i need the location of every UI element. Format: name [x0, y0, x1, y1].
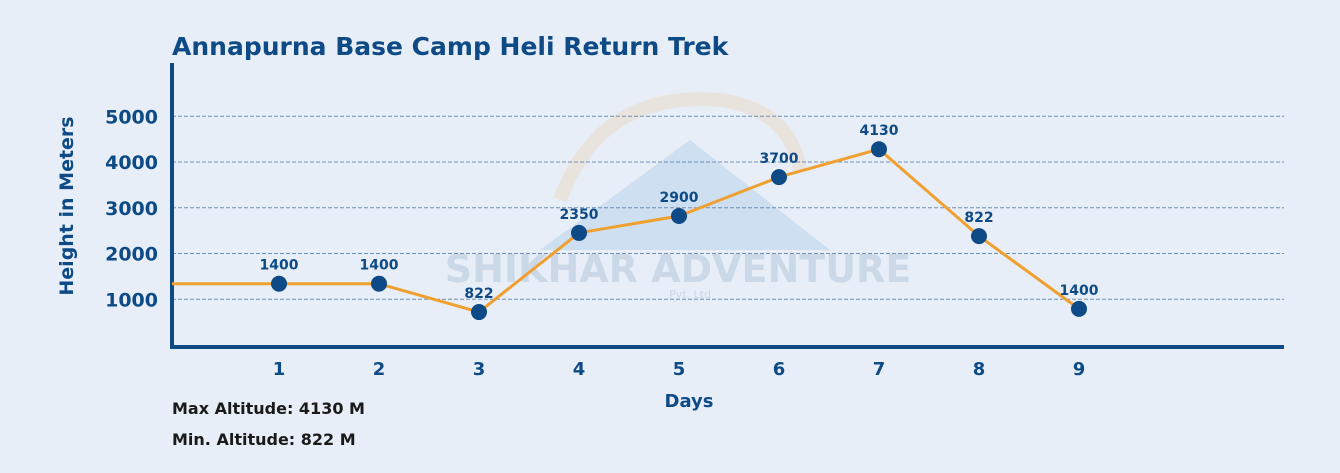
data-point [871, 141, 887, 158]
data-label: 822 [964, 210, 993, 226]
watermark-logo: SHIKHAR ADVENTURE Pvt. Ltd [445, 92, 912, 301]
data-point [1071, 300, 1087, 317]
y-tick-label: 2000 [105, 244, 158, 266]
data-point [571, 224, 587, 241]
chart-title: Annapurna Base Camp Heli Return Trek [172, 32, 730, 61]
data-label: 822 [464, 286, 493, 302]
data-label: 3700 [760, 151, 799, 167]
data-point [671, 207, 687, 224]
x-tick-label: 5 [673, 359, 686, 380]
data-point [371, 275, 387, 292]
min-altitude-note: Min. Altitude: 822 M [172, 430, 356, 449]
data-point [971, 228, 987, 245]
x-tick-label: 1 [273, 359, 286, 380]
x-tick-label: 4 [573, 359, 586, 380]
x-tick-label: 8 [973, 359, 986, 380]
data-label: 4130 [860, 123, 899, 139]
series-line [172, 147, 1080, 314]
x-tick-label: 7 [873, 359, 886, 380]
y-tick-label: 1000 [105, 289, 158, 311]
max-altitude-note: Max Altitude: 4130 M [172, 399, 365, 418]
x-tick-label: 9 [1073, 359, 1086, 380]
y-tick-label: 3000 [105, 198, 158, 220]
x-tick-label: 3 [473, 359, 486, 380]
data-label: 1400 [260, 258, 299, 274]
y-axis-label: Height in Meters [56, 116, 78, 295]
data-label: 1400 [360, 258, 399, 274]
y-tick-label: 5000 [105, 106, 158, 128]
watermark-subtext: Pvt. Ltd [669, 288, 711, 301]
data-point [471, 304, 487, 321]
x-axis-label: Days [665, 391, 714, 412]
y-tick-label: 4000 [105, 152, 158, 174]
data-label: 2900 [660, 190, 699, 206]
watermark-text: SHIKHAR ADVENTURE [445, 247, 912, 291]
x-tick-label: 6 [773, 359, 786, 380]
data-label: 2350 [560, 207, 599, 223]
x-tick-label: 2 [373, 359, 386, 380]
data-point [271, 275, 287, 292]
data-label: 1400 [1060, 283, 1099, 299]
data-point [771, 169, 787, 186]
